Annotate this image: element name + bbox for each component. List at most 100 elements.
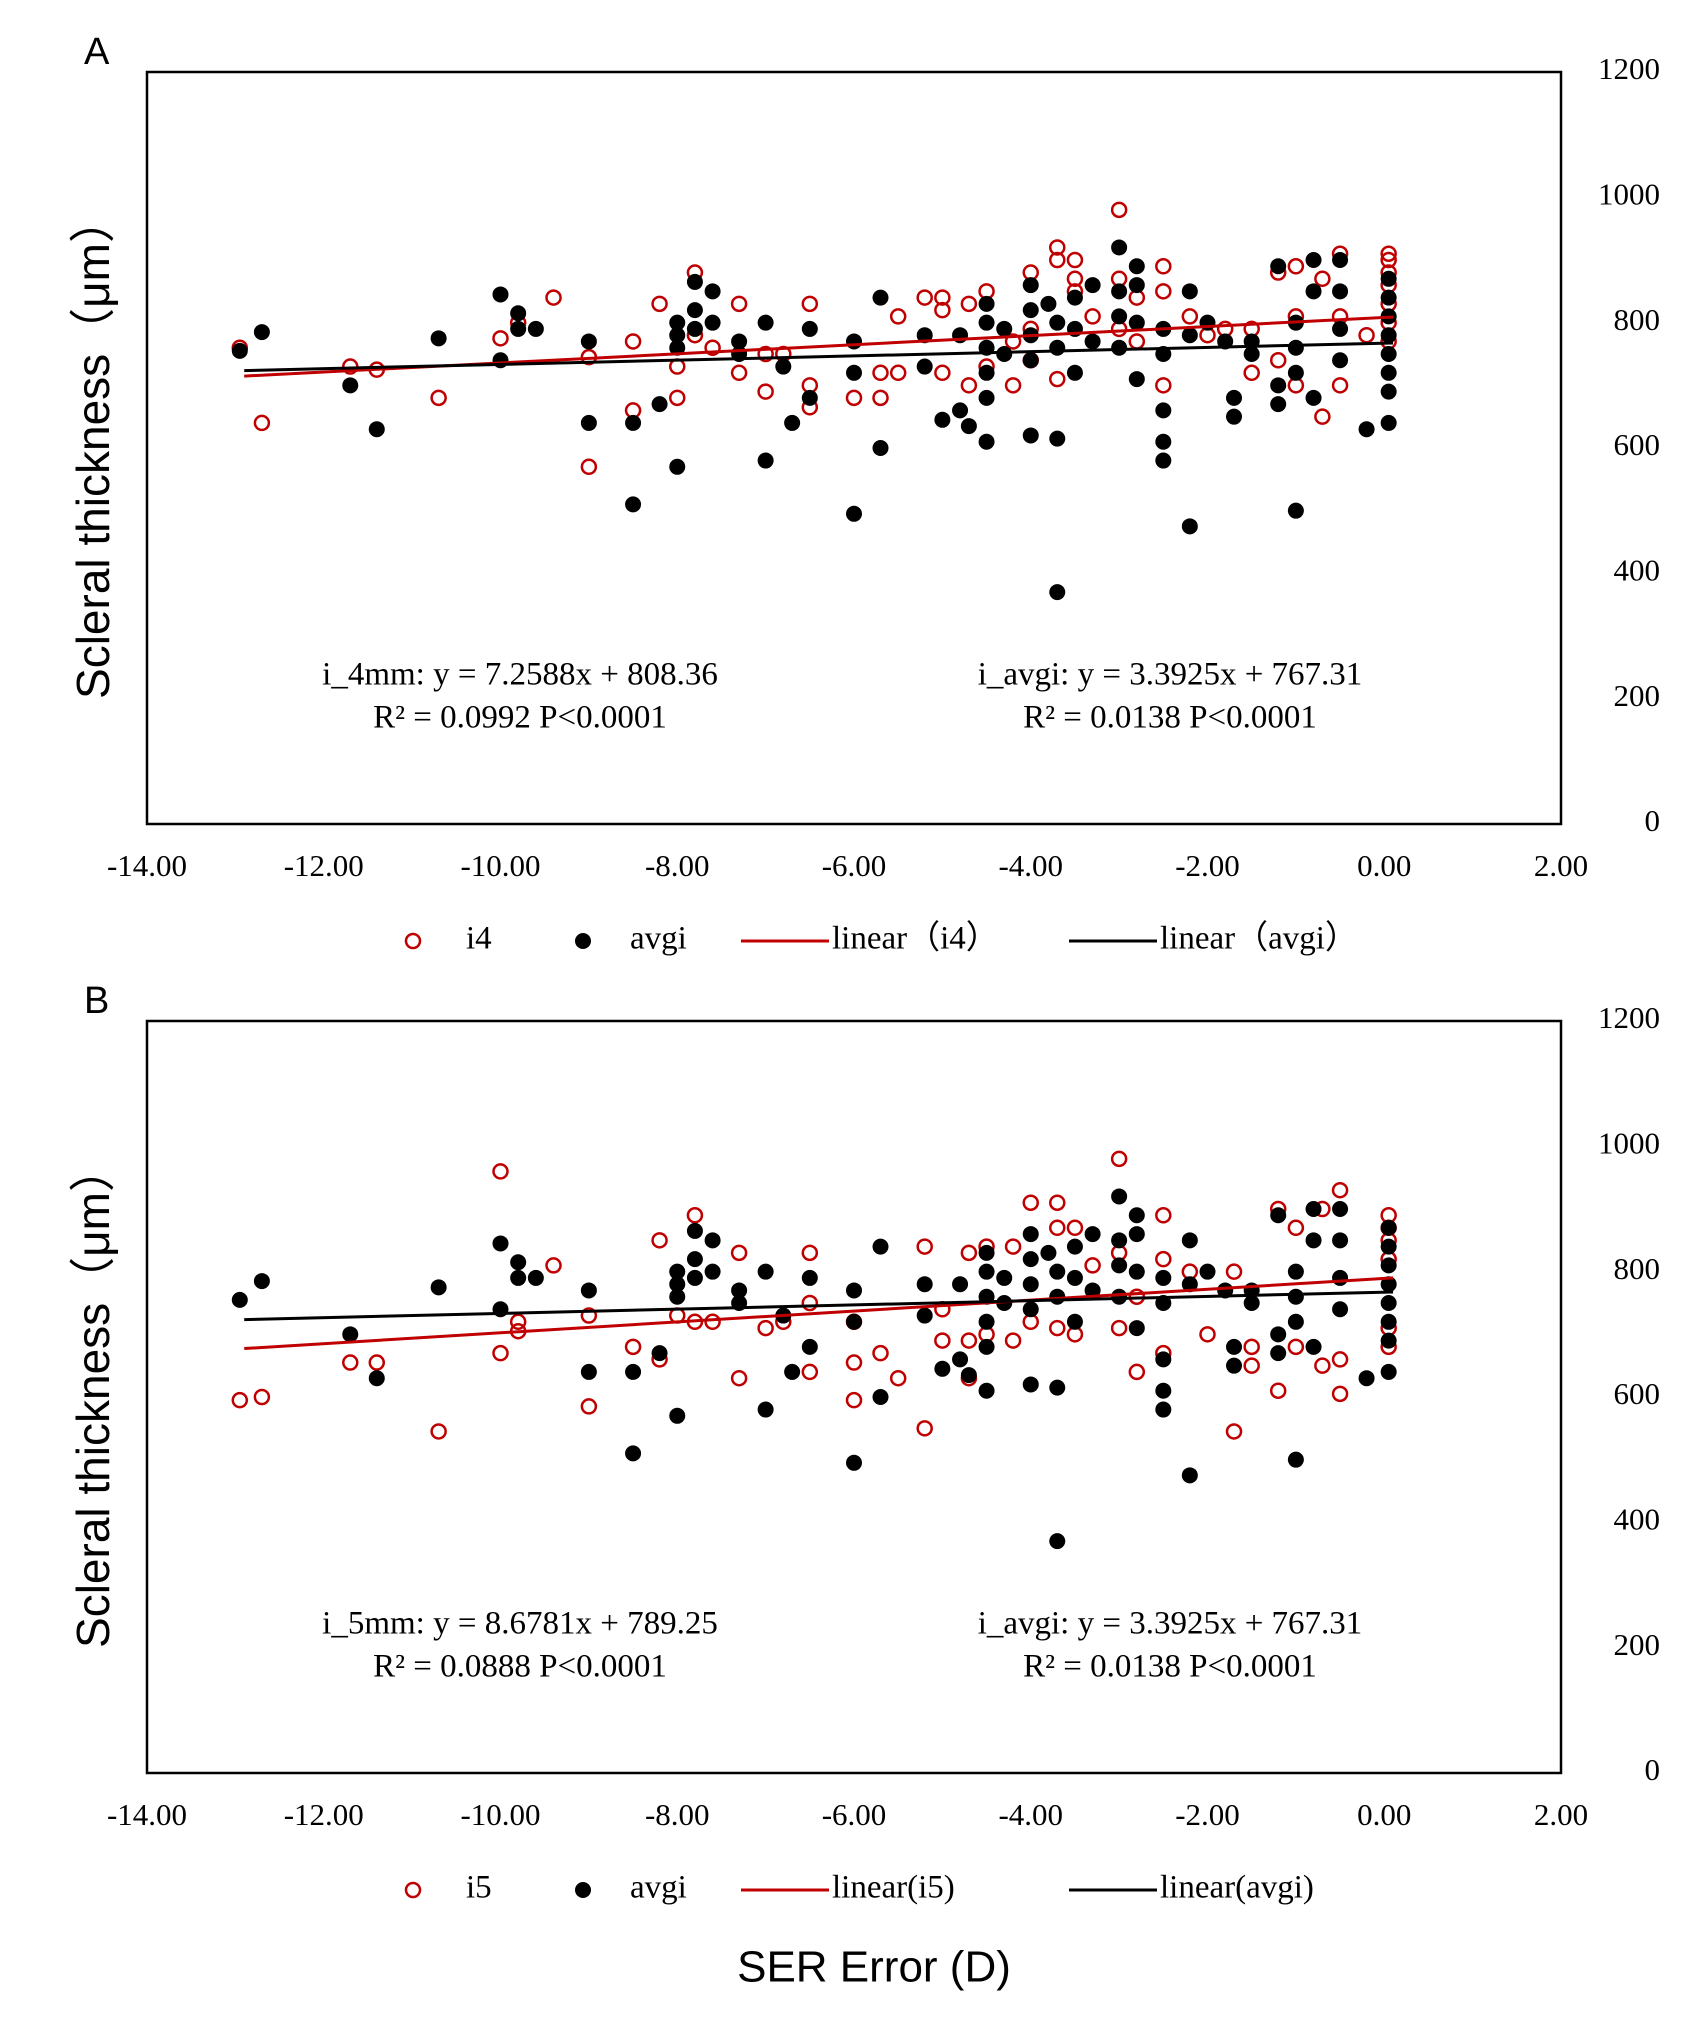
data-point: [1181, 1276, 1198, 1293]
data-point: [1022, 277, 1039, 294]
data-point: [1270, 377, 1287, 394]
data-point: [509, 1313, 527, 1331]
data-point: [934, 1332, 951, 1349]
data-point: [1155, 1250, 1172, 1268]
data-point: [1181, 1467, 1198, 1484]
data-point: [1380, 1295, 1397, 1311]
data-point: [757, 1319, 774, 1337]
data-point: [1380, 327, 1397, 344]
data-point: [231, 1291, 248, 1308]
x-tick-label: -2.00: [1175, 1797, 1240, 1832]
data-point: [492, 1344, 509, 1362]
data-point: [1110, 201, 1128, 219]
data-point: [757, 1401, 774, 1418]
data-point: [342, 1326, 359, 1343]
data-point: [1066, 270, 1084, 288]
data-point: [1128, 1207, 1145, 1224]
data-point: [1049, 584, 1066, 601]
data-point: [1287, 364, 1304, 381]
data-point: [1226, 389, 1243, 406]
data-point: [1380, 1276, 1397, 1293]
data-point: [1332, 1269, 1349, 1286]
data-point: [889, 1369, 907, 1387]
data-point: [368, 1354, 386, 1371]
data-point: [1181, 308, 1199, 325]
data-point: [1287, 1338, 1305, 1356]
data-point: [1226, 1338, 1243, 1355]
data-point: [1380, 346, 1397, 362]
data-point: [1380, 414, 1397, 431]
data-point: [1380, 1219, 1397, 1236]
data-point: [978, 1338, 995, 1355]
annotation: i_4mm: y = 7.2588x + 808.36: [322, 657, 718, 693]
data-point: [1022, 1376, 1039, 1393]
data-point: [978, 314, 995, 331]
data-point: [1128, 1363, 1146, 1381]
data-point: [916, 289, 933, 306]
data-point: [1049, 251, 1066, 269]
data-point: [731, 333, 748, 350]
data-point: [757, 383, 774, 400]
data-point: [916, 1276, 933, 1293]
data-point: [1243, 1295, 1260, 1311]
data-point: [978, 364, 995, 381]
data-point: [1181, 327, 1198, 344]
data-point: [651, 396, 668, 413]
data-point: [1380, 1332, 1397, 1349]
data-point: [1181, 1232, 1198, 1249]
data-point: [1066, 251, 1084, 269]
data-point: [651, 295, 668, 313]
data-point: [545, 1257, 562, 1274]
data-point: [342, 1354, 359, 1371]
data-point: [1155, 452, 1172, 469]
data-point: [1022, 1226, 1039, 1243]
x-tick-label: 0.00: [1357, 848, 1411, 883]
data-point: [1049, 1533, 1066, 1550]
data-point: [669, 1407, 686, 1424]
data-point: [1332, 352, 1349, 369]
data-point: [846, 1454, 862, 1471]
data-point: [430, 1423, 447, 1440]
data-point: [1049, 370, 1066, 388]
annotation: i_avgi: y = 3.3925x + 767.31: [978, 1606, 1363, 1642]
data-point: [872, 440, 889, 456]
y-tick-label: 0: [1645, 1752, 1661, 1787]
data-point: [1004, 333, 1022, 350]
data-point: [1022, 427, 1039, 444]
data-point: [1181, 518, 1198, 535]
data-point: [978, 1313, 995, 1330]
data-point: [1155, 283, 1172, 300]
data-point: [846, 1282, 862, 1299]
data-point: [845, 389, 863, 407]
data-point: [1305, 1232, 1322, 1249]
data-point: [1066, 1219, 1084, 1237]
data-point: [916, 1307, 933, 1324]
data-point: [1181, 283, 1198, 300]
data-point: [1287, 1263, 1304, 1280]
data-point: [1269, 1382, 1287, 1399]
panel-label: B: [84, 980, 109, 1022]
y-tick-label: 1000: [1598, 1125, 1660, 1160]
data-point: [846, 1313, 862, 1330]
data-point: [872, 364, 889, 382]
data-point: [978, 389, 995, 406]
data-point: [1004, 1238, 1022, 1255]
data-point: [916, 1238, 933, 1255]
y-tick-label: 1200: [1598, 1000, 1660, 1035]
legend-label: linear(i5): [832, 1870, 955, 1906]
data-point: [845, 1354, 863, 1371]
data-point: [960, 1367, 977, 1384]
data-point: [978, 1263, 995, 1280]
data-point: [1128, 1263, 1145, 1280]
data-point: [889, 308, 907, 325]
data-point: [1270, 1345, 1287, 1362]
y-tick-label: 600: [1614, 427, 1661, 462]
data-point: [624, 1338, 642, 1356]
data-point: [916, 358, 933, 375]
data-point: [1128, 314, 1145, 331]
data-point: [1287, 1288, 1304, 1305]
data-point: [492, 286, 509, 303]
data-point: [1022, 1276, 1039, 1293]
data-point: [430, 330, 447, 347]
